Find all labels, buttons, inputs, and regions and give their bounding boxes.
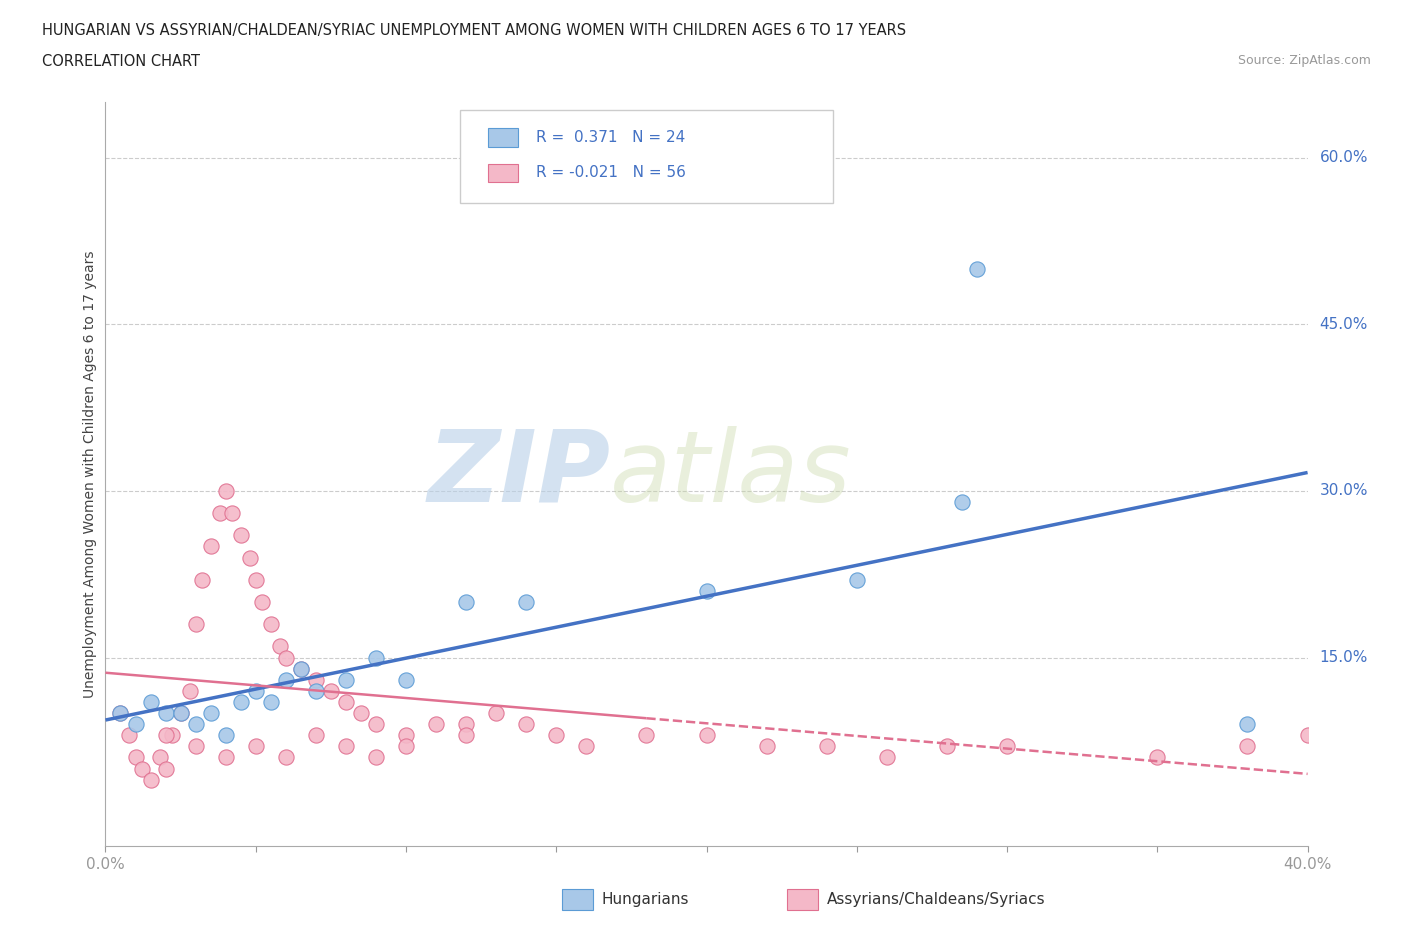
- Point: [155, 706, 177, 721]
- Text: HUNGARIAN VS ASSYRIAN/CHALDEAN/SYRIAC UNEMPLOYMENT AMONG WOMEN WITH CHILDREN AGE: HUNGARIAN VS ASSYRIAN/CHALDEAN/SYRIAC UN…: [42, 23, 907, 38]
- Point: [1146, 750, 1168, 764]
- Point: [995, 739, 1018, 754]
- Point: [148, 750, 170, 764]
- Point: [950, 495, 973, 510]
- Point: [845, 572, 868, 587]
- Point: [395, 672, 418, 687]
- Point: [124, 717, 146, 732]
- Point: [260, 695, 283, 710]
- Point: [515, 594, 537, 609]
- Point: [364, 650, 387, 665]
- Text: R =  0.371   N = 24: R = 0.371 N = 24: [536, 130, 685, 145]
- Point: [815, 739, 838, 754]
- Point: [184, 717, 207, 732]
- Point: [1236, 717, 1258, 732]
- Point: [214, 728, 236, 743]
- Point: [485, 706, 508, 721]
- Point: [274, 750, 297, 764]
- Text: 15.0%: 15.0%: [1320, 650, 1368, 665]
- Point: [179, 684, 201, 698]
- Point: [200, 706, 222, 721]
- Point: [214, 484, 236, 498]
- Point: [425, 717, 447, 732]
- Point: [184, 617, 207, 631]
- Point: [155, 761, 177, 776]
- Point: [239, 551, 262, 565]
- Point: [110, 706, 132, 721]
- Point: [118, 728, 141, 743]
- Point: [221, 506, 243, 521]
- Text: CORRELATION CHART: CORRELATION CHART: [42, 54, 200, 69]
- Text: 60.0%: 60.0%: [1320, 151, 1368, 166]
- Point: [214, 750, 236, 764]
- Point: [966, 261, 988, 276]
- Point: [245, 684, 267, 698]
- Point: [274, 650, 297, 665]
- Point: [305, 728, 328, 743]
- Point: [335, 739, 357, 754]
- Text: Hungarians: Hungarians: [602, 892, 689, 907]
- Point: [208, 506, 231, 521]
- Text: 30.0%: 30.0%: [1320, 484, 1368, 498]
- Point: [636, 728, 658, 743]
- Point: [200, 539, 222, 554]
- Point: [1236, 739, 1258, 754]
- Point: [335, 672, 357, 687]
- Point: [876, 750, 898, 764]
- Point: [274, 672, 297, 687]
- Point: [546, 728, 568, 743]
- Point: [575, 739, 598, 754]
- Point: [319, 684, 342, 698]
- Point: [190, 572, 212, 587]
- Point: [454, 717, 477, 732]
- Point: [290, 661, 312, 676]
- Point: [395, 739, 418, 754]
- Text: Assyrians/Chaldeans/Syriacs: Assyrians/Chaldeans/Syriacs: [827, 892, 1045, 907]
- Point: [696, 728, 718, 743]
- Point: [515, 717, 537, 732]
- Point: [124, 750, 146, 764]
- Point: [245, 739, 267, 754]
- Point: [229, 695, 252, 710]
- Point: [184, 739, 207, 754]
- Text: ZIP: ZIP: [427, 426, 610, 523]
- Point: [335, 695, 357, 710]
- Point: [364, 750, 387, 764]
- Point: [305, 684, 328, 698]
- Y-axis label: Unemployment Among Women with Children Ages 6 to 17 years: Unemployment Among Women with Children A…: [83, 250, 97, 698]
- Point: [169, 706, 191, 721]
- Point: [250, 594, 273, 609]
- Point: [245, 572, 267, 587]
- Point: [305, 672, 328, 687]
- Point: [155, 728, 177, 743]
- Bar: [488, 128, 517, 147]
- Text: 45.0%: 45.0%: [1320, 317, 1368, 332]
- Point: [269, 639, 291, 654]
- Point: [110, 706, 132, 721]
- Text: Source: ZipAtlas.com: Source: ZipAtlas.com: [1237, 54, 1371, 67]
- Text: atlas: atlas: [610, 426, 852, 523]
- Point: [139, 772, 162, 787]
- Point: [169, 706, 191, 721]
- Point: [755, 739, 778, 754]
- Point: [395, 728, 418, 743]
- Point: [160, 728, 183, 743]
- Point: [260, 617, 283, 631]
- Point: [364, 717, 387, 732]
- Point: [139, 695, 162, 710]
- Point: [1296, 728, 1319, 743]
- Point: [131, 761, 153, 776]
- Point: [696, 583, 718, 598]
- Bar: [488, 164, 517, 182]
- FancyBboxPatch shape: [460, 110, 832, 203]
- Point: [936, 739, 959, 754]
- Point: [454, 594, 477, 609]
- Point: [350, 706, 373, 721]
- Point: [290, 661, 312, 676]
- Point: [229, 528, 252, 543]
- Text: R = -0.021   N = 56: R = -0.021 N = 56: [536, 166, 686, 180]
- Point: [454, 728, 477, 743]
